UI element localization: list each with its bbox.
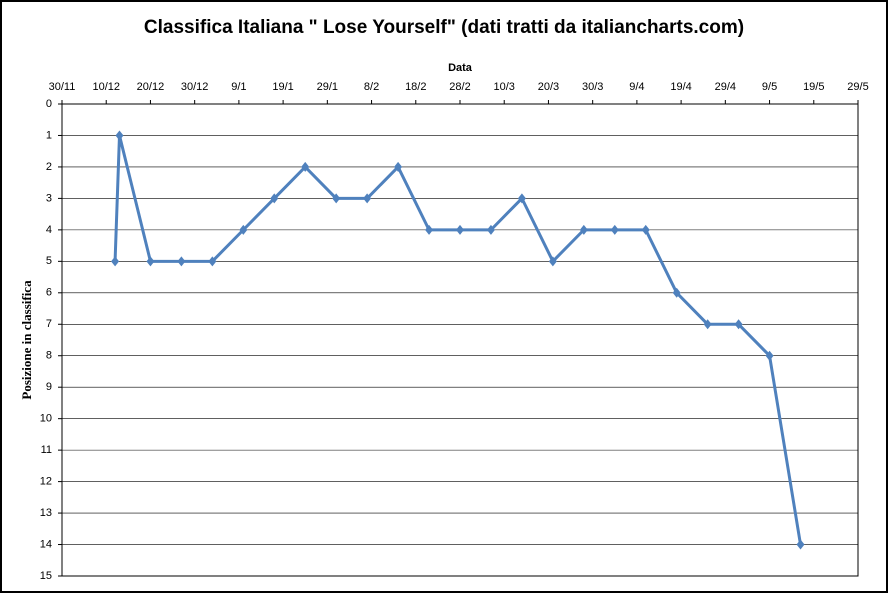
x-tick-label: 20/12 [137,81,165,93]
y-tick-label: 6 [46,287,52,299]
marker [239,224,248,235]
x-tick-label: 30/12 [181,81,209,93]
marker [270,193,279,204]
y-tick-label: 3 [46,192,52,204]
marker [486,224,495,235]
marker [703,319,712,330]
y-tick-label: 4 [46,224,52,236]
marker [115,130,124,141]
marker [517,193,526,204]
y-tick-label: 10 [40,413,52,425]
x-tick-label: 30/3 [582,81,603,93]
y-tick-label: 13 [40,507,52,519]
marker [363,193,372,204]
x-tick-label: 19/1 [272,81,293,93]
y-tick-label: 12 [40,476,52,488]
chart-title: Classifica Italiana " Lose Yourself" (da… [144,17,744,38]
marker [301,161,310,172]
x-tick-label: 29/4 [715,81,736,93]
y-tick-label: 11 [41,444,52,456]
x-tick-label: 8/2 [364,81,379,93]
marker [146,256,155,267]
y-tick-label: 5 [46,255,52,267]
x-tick-label: 10/3 [494,81,515,93]
x-tick-label: 18/2 [405,81,426,93]
marker [177,256,186,267]
x-tick-label: 28/2 [449,81,470,93]
marker [610,224,619,235]
x-tick-label: 9/1 [231,81,246,93]
y-tick-label: 7 [46,318,52,330]
marker [548,256,557,267]
marker [111,256,120,267]
x-tick-label: 30/11 [49,81,76,93]
marker [456,224,464,235]
x-tick-label: 19/5 [803,81,824,93]
marker [208,256,217,267]
marker [765,350,774,361]
x-tick-label: 20/3 [538,81,559,93]
y-tick-label: 2 [46,161,52,173]
marker [394,161,403,172]
x-tick-label: 29/5 [847,81,868,93]
marker [425,224,434,235]
y-tick-label: 14 [40,538,52,550]
x-tick-label: 9/4 [629,81,644,93]
y-tick-label: 1 [46,129,52,141]
x-tick-label: 29/1 [317,81,338,93]
marker [579,224,588,235]
y-tick-label: 9 [46,381,52,393]
y-tick-label: 15 [40,570,52,582]
line [113,133,802,545]
y-tick-label: 0 [46,98,52,110]
marker [332,193,341,204]
x-tick-label: 19/4 [670,81,691,93]
marker [796,539,805,550]
marker [641,224,650,235]
y-tick-label: 8 [46,350,52,362]
x-tick-label: 10/12 [92,81,120,93]
y-axis-title: Posizione in classifica [19,280,34,400]
marker [672,287,681,298]
x-tick-label: 9/5 [762,81,777,93]
x-axis-title: Data [448,62,473,74]
marker [734,319,743,330]
